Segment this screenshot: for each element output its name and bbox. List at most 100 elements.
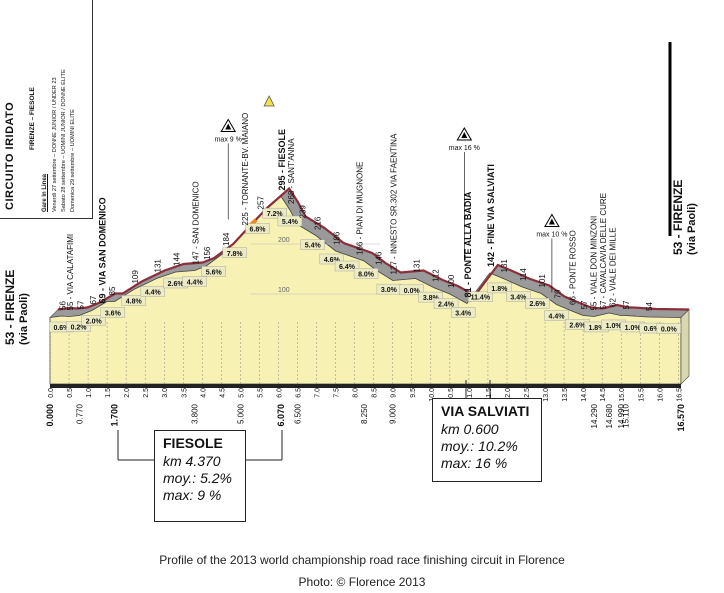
gradient-label: 4.6% bbox=[324, 257, 341, 264]
km-tick-label: 1.5 bbox=[105, 388, 112, 398]
gradient-label: 1.0% bbox=[606, 323, 623, 330]
place-label: 156 bbox=[203, 246, 212, 260]
distance-marker-label: 8.250 bbox=[360, 403, 369, 424]
place-label: 295 - FIESOLE bbox=[277, 129, 287, 191]
km-tick-label: 12.5 bbox=[524, 388, 531, 402]
gradient-label: 0.6% bbox=[644, 326, 661, 333]
gradient-label-bg bbox=[140, 286, 166, 297]
km-tick-label: 10.5 bbox=[448, 388, 455, 402]
gradient-label: 6.4% bbox=[339, 264, 356, 271]
gradient-label: 3.6% bbox=[105, 311, 122, 318]
gradient-label-bg bbox=[450, 307, 476, 318]
km-tick-label: 3.5 bbox=[181, 388, 188, 398]
km-tick-label: 6.0 bbox=[276, 388, 283, 398]
gradient-label: 4.8% bbox=[126, 299, 143, 306]
km-tick-label: 1.0 bbox=[86, 388, 93, 398]
photo-credit: Photo: © Florence 2013 bbox=[298, 575, 426, 589]
distance-marker-label: 14.990 bbox=[617, 403, 626, 428]
km-tick-label: 0.5 bbox=[67, 388, 74, 398]
gradient-label-bg bbox=[506, 291, 531, 302]
km-tick-label: 9.5 bbox=[410, 388, 417, 398]
km-tick-label: 0.0 bbox=[48, 388, 55, 398]
altitude-gridline-label: 100 bbox=[278, 287, 290, 294]
gradient-label: 8.0% bbox=[358, 271, 375, 278]
place-label: 131 bbox=[154, 259, 163, 273]
km-tick-label: 7.5 bbox=[334, 388, 341, 398]
gradient-label-bg bbox=[100, 307, 126, 318]
place-label: 216 bbox=[314, 216, 323, 230]
sidebar-route: FIRENZE – FIESOLE bbox=[29, 87, 36, 150]
km-tick-label: 10.0 bbox=[429, 388, 436, 402]
gradient-label-bg bbox=[433, 298, 459, 309]
gradient-label: 3.8% bbox=[423, 295, 440, 302]
gradient-label-bg bbox=[418, 291, 444, 303]
gradient-label-bg bbox=[334, 260, 360, 272]
place-label: 147 - SAN DOMENICO bbox=[192, 181, 201, 264]
gradient-label: 1.8% bbox=[588, 325, 605, 332]
place-label: 166 - PIAN DI MUGNONE bbox=[355, 162, 364, 255]
fiesole-box-max: max: 9 % bbox=[163, 487, 222, 503]
gradient-label: 11.4% bbox=[471, 295, 491, 302]
climb-marker-label: max 10 % bbox=[536, 232, 567, 239]
place-label: 225 - TORNANTE-BV. MAIANO bbox=[241, 113, 250, 226]
km-tick-label: 5.0 bbox=[238, 388, 245, 398]
km-tick-label: 13.0 bbox=[543, 388, 550, 402]
place-label: 239 bbox=[298, 205, 307, 219]
distance-marker-label: 6.500 bbox=[294, 403, 303, 424]
race-info-sidebar: CIRCUITO IRIDATO FIRENZE – FIESOLE Gare … bbox=[0, 0, 93, 219]
place-label: 268 - SANT'ANNA bbox=[287, 138, 296, 204]
gradient-label: 5.6% bbox=[206, 269, 223, 276]
place-label: 55 - VIA CALATAFIMI bbox=[66, 234, 75, 311]
finish-sublabel: (via Paoli) bbox=[686, 203, 698, 255]
sidebar-race-line: Domenica 29 settembre – UOMINI ELITE bbox=[70, 109, 76, 212]
place-label: 57 bbox=[622, 300, 631, 309]
place-label: 69 - VIA SAN DOMENICO bbox=[97, 197, 107, 303]
km-tick-label: 14.0 bbox=[581, 388, 588, 402]
gradient-label-bg bbox=[222, 247, 247, 258]
profile-chart: 100 200 0.0 0.5 1.0 1.5 2.0 2.5 3.0 3.5 4.0 4.5 5.0 5… bbox=[3, 42, 698, 461]
place-label: 79 bbox=[553, 289, 562, 298]
gradient-label-bg bbox=[487, 282, 512, 294]
place-label: 112 bbox=[432, 269, 441, 282]
place-label: 85 bbox=[108, 286, 117, 295]
gradient-label-bg bbox=[81, 315, 106, 326]
distance-marker-label: 6.070 bbox=[276, 404, 286, 427]
gradient-label-bg bbox=[656, 323, 682, 334]
profile-front-face bbox=[49, 195, 682, 385]
gradient-label: 4.4% bbox=[187, 280, 204, 287]
distance-marker-label: 3.800 bbox=[191, 403, 200, 424]
km-tick-label: 8.5 bbox=[372, 388, 379, 398]
distance-marker-label: 16.570 bbox=[676, 404, 686, 432]
km-tick-label: 16.0 bbox=[657, 388, 664, 402]
place-label: 57 - CAVALCAVIA DELLE CURE bbox=[599, 193, 608, 310]
salviati-box-title: VIA SALVIATI bbox=[441, 403, 530, 419]
place-label: 257 bbox=[256, 196, 265, 210]
distance-marker-label: 1.700 bbox=[110, 404, 120, 427]
gradient-label-bg bbox=[262, 207, 287, 219]
km-tick-label: 14.5 bbox=[600, 388, 607, 402]
gradient-label: 5.4% bbox=[282, 219, 299, 226]
altitude-gridline-label: 200 bbox=[278, 237, 290, 244]
gradient-label: 0.0% bbox=[404, 288, 421, 295]
gradient-label-bg bbox=[300, 239, 325, 250]
climb-marker-inner-icon bbox=[461, 132, 468, 138]
start-sublabel: (via Paoli) bbox=[18, 293, 30, 345]
gradient-label-bg bbox=[182, 276, 207, 287]
gradient-label: 3.0% bbox=[381, 287, 398, 294]
km-tick-label: 15.0 bbox=[619, 388, 626, 402]
km-tick-label: 2.0 bbox=[124, 388, 131, 398]
place-label: 184 bbox=[222, 232, 231, 246]
place-label: 109 bbox=[131, 270, 140, 284]
place-label: 142 - FINE VIA SALVIATI bbox=[486, 164, 496, 267]
place-label: 56 bbox=[58, 301, 67, 310]
km-tick-label: 9.0 bbox=[391, 388, 398, 398]
km-tick-label: 2.5 bbox=[143, 388, 150, 398]
gradient-label: 5.4% bbox=[305, 243, 322, 250]
gradient-label: 3.4% bbox=[510, 294, 527, 301]
distance-marker-label: 5.000 bbox=[236, 403, 245, 424]
salviati-box-km: km 0.600 bbox=[441, 421, 499, 437]
place-label: 114 bbox=[519, 268, 528, 281]
place-label: 144 bbox=[173, 252, 182, 266]
place-label: 131 bbox=[413, 259, 422, 273]
place-label: 57 bbox=[76, 300, 85, 309]
